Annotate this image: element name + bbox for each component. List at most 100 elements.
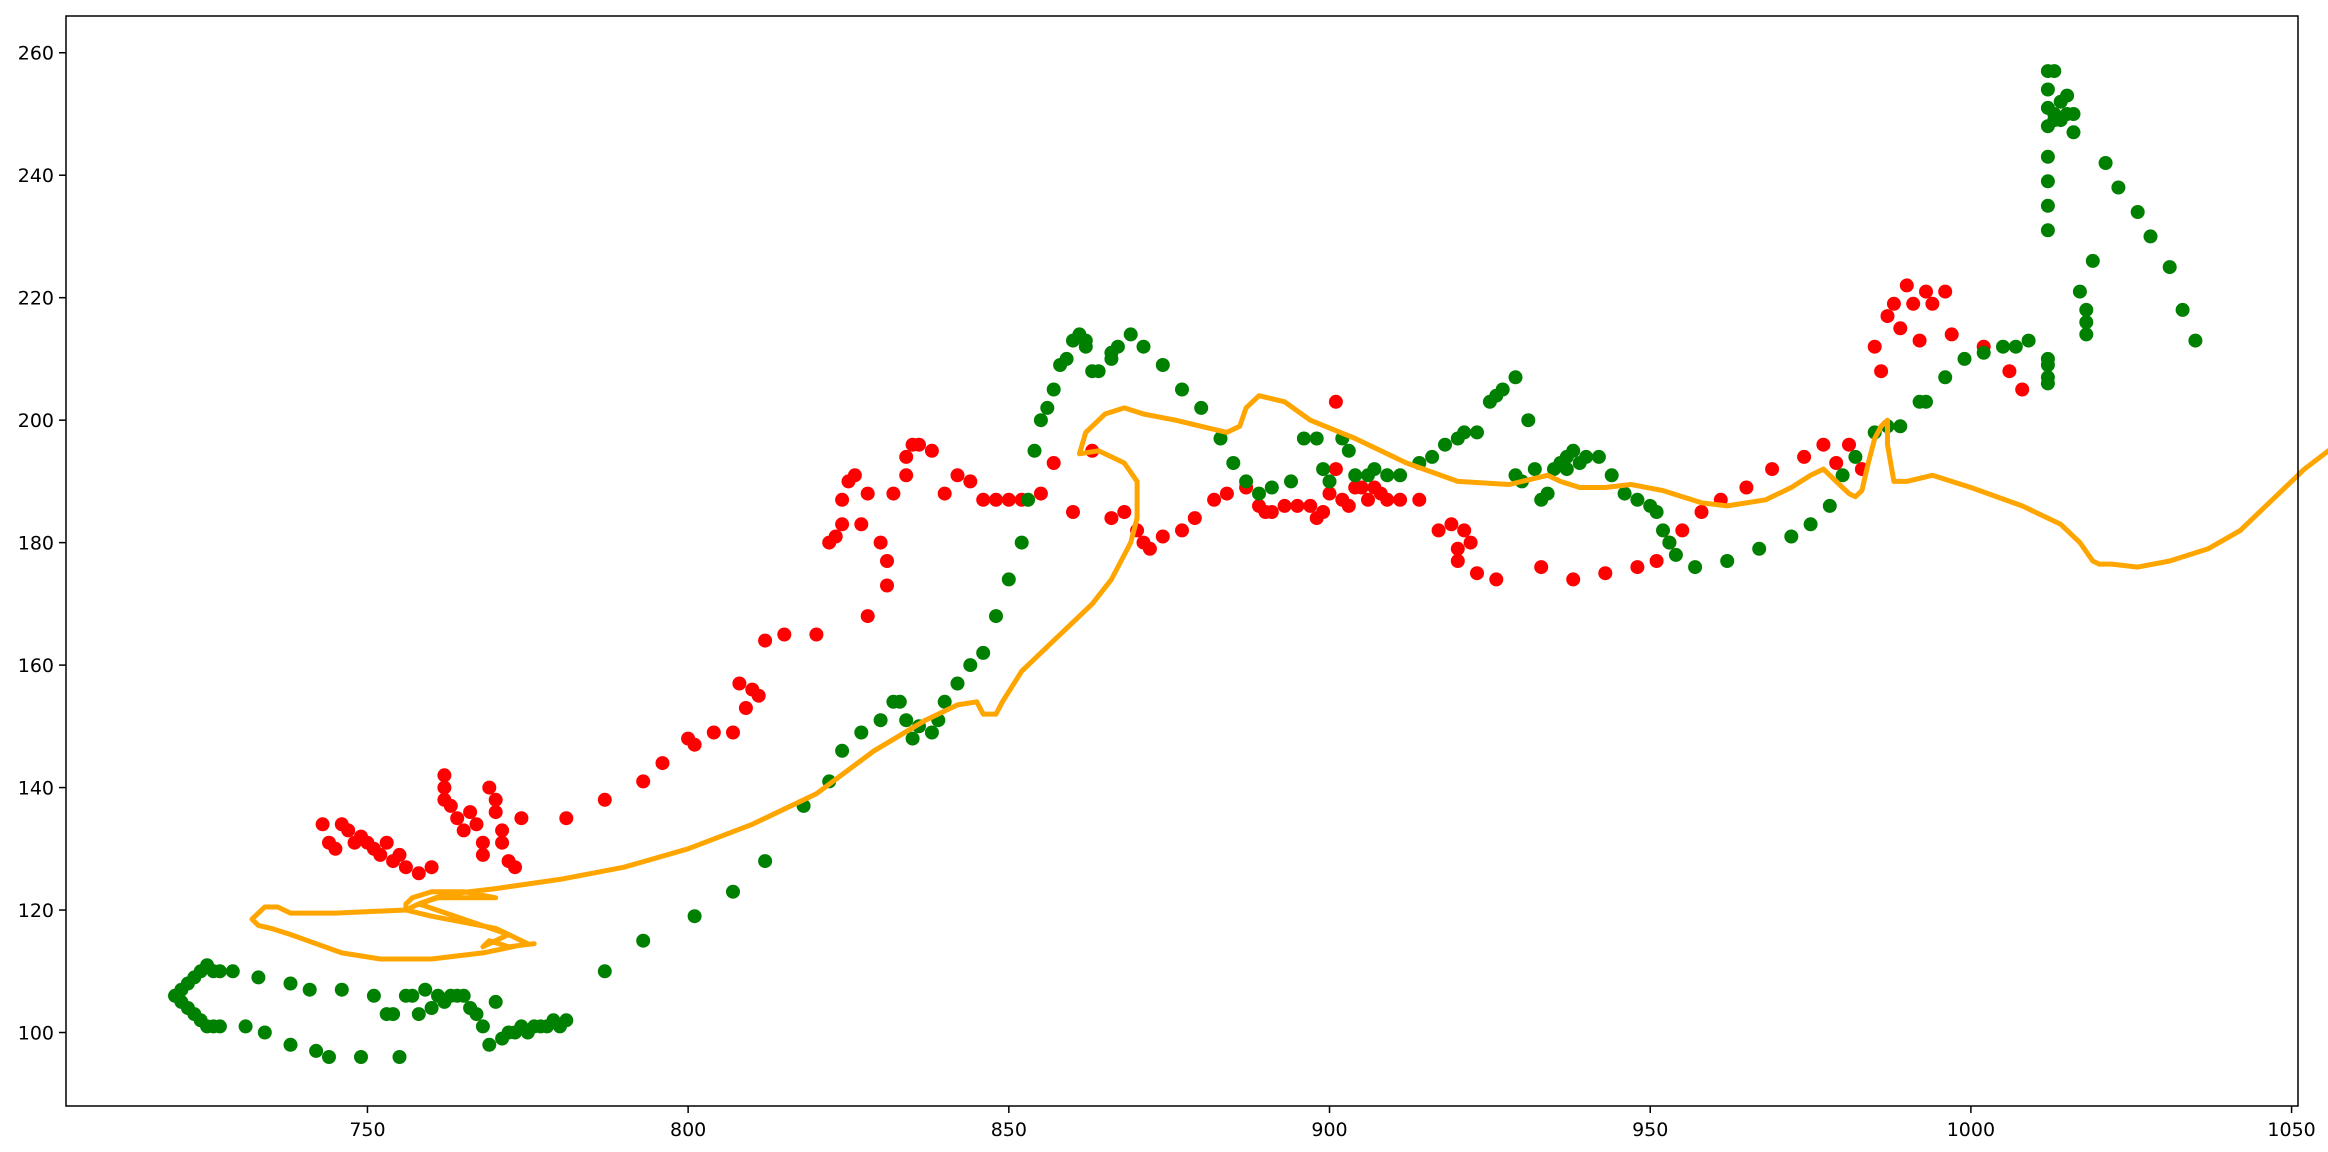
data-point: [212, 1019, 227, 1034]
data-point: [2079, 327, 2094, 342]
x-tick-label: 850: [991, 1119, 1027, 1141]
data-point: [1046, 456, 1061, 470]
data-point: [1078, 339, 1093, 354]
data-point: [1066, 505, 1080, 519]
data-point: [1431, 523, 1446, 538]
data-point: [1938, 370, 1953, 385]
data-point: [1880, 309, 1895, 324]
data-point: [989, 492, 1003, 507]
data-point: [2085, 253, 2100, 268]
data-point: [1001, 572, 1016, 587]
y-tick-label: 220: [18, 288, 54, 310]
data-point: [1662, 535, 1677, 550]
data-point: [1976, 345, 1991, 360]
data-point: [835, 743, 850, 758]
data-point: [1688, 560, 1703, 575]
data-point: [1309, 431, 1324, 446]
data-point: [655, 756, 670, 771]
data-point: [950, 676, 965, 691]
data-point: [424, 860, 439, 875]
data-point: [1155, 358, 1170, 372]
data-point: [1142, 541, 1157, 556]
data-point: [2040, 82, 2055, 97]
data-point: [450, 811, 465, 826]
data-point: [1341, 498, 1356, 513]
data-point: [726, 884, 740, 899]
data-point: [514, 811, 529, 826]
data-point: [924, 443, 939, 458]
data-point: [1598, 566, 1613, 581]
data-point: [463, 805, 478, 820]
y-axis: 100 120 140 160 180 200 220 240 260: [18, 43, 66, 1045]
data-point: [860, 486, 875, 501]
data-point: [1316, 505, 1331, 519]
data-point: [1014, 535, 1029, 550]
data-point: [488, 792, 503, 807]
data-point: [1867, 339, 1882, 354]
data-point: [726, 725, 740, 740]
data-point: [1033, 486, 1048, 501]
data-point: [456, 988, 471, 1003]
data-point: [1521, 413, 1536, 428]
data-point: [905, 731, 920, 746]
data-point: [758, 633, 773, 648]
data-point: [1239, 474, 1254, 489]
data-point: [1175, 382, 1189, 397]
data-point: [937, 694, 952, 709]
data-point: [411, 1007, 426, 1022]
data-point: [366, 988, 381, 1003]
data-point: [1091, 364, 1106, 379]
y-tick-label: 180: [18, 533, 54, 555]
y-tick-label: 260: [18, 43, 54, 65]
data-point: [1893, 321, 1908, 336]
data-point: [482, 1037, 497, 1052]
data-point: [1996, 339, 2010, 354]
data-point: [1591, 449, 1606, 464]
data-point: [1803, 517, 1818, 532]
data-point: [488, 805, 503, 820]
data-point: [257, 1025, 272, 1040]
data-point: [860, 609, 875, 624]
x-tick-label: 900: [1311, 1119, 1347, 1141]
data-point: [2098, 156, 2113, 170]
data-point: [1187, 511, 1202, 526]
data-point: [2040, 198, 2055, 213]
data-point: [2040, 174, 2055, 189]
data-point: [963, 658, 978, 673]
data-point: [1444, 517, 1459, 532]
data-point: [1649, 505, 1664, 519]
data-point: [437, 768, 452, 783]
data-point: [392, 1050, 407, 1064]
data-point: [1457, 523, 1472, 538]
data-point: [302, 982, 317, 997]
data-point: [2040, 223, 2055, 238]
data-point: [437, 780, 452, 795]
data-point: [2188, 333, 2203, 348]
data-point: [1617, 486, 1632, 501]
data-point: [2047, 64, 2062, 79]
data-point: [1117, 505, 1132, 519]
data-point: [379, 835, 394, 850]
data-point: [1893, 419, 1908, 434]
data-point: [322, 1050, 336, 1064]
data-point: [1033, 413, 1048, 428]
data-point: [989, 609, 1003, 624]
data-point: [636, 774, 651, 789]
y-tick-label: 100: [18, 1023, 54, 1045]
data-point: [777, 627, 792, 642]
data-point: [880, 554, 894, 568]
data-point: [328, 841, 343, 856]
data-point: [1354, 480, 1369, 495]
data-point: [899, 713, 914, 728]
data-point: [424, 1001, 439, 1015]
data-point: [963, 474, 978, 489]
data-point: [2008, 339, 2023, 354]
data-point: [475, 847, 490, 862]
data-point: [1886, 296, 1901, 311]
y-tick-label: 160: [18, 655, 54, 677]
data-point: [1649, 554, 1664, 568]
data-point: [1694, 505, 1709, 519]
data-point: [899, 468, 914, 483]
